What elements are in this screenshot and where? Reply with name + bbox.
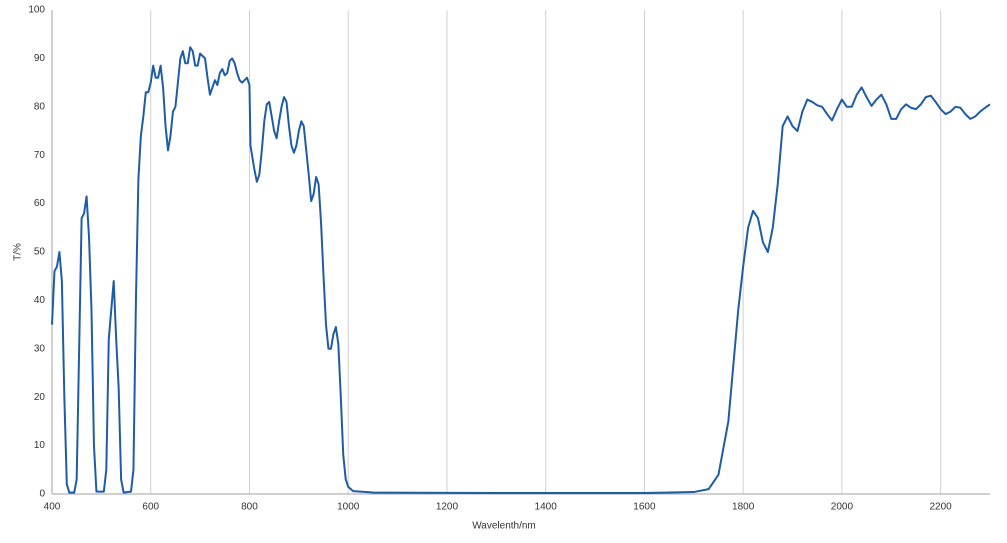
x-tick-label: 1200 [436,502,459,513]
x-tick-label: 1800 [732,502,755,513]
x-tick-label: 400 [44,502,61,513]
x-tick-label: 1600 [633,502,656,513]
x-tick-label: 1400 [535,502,558,513]
y-tick-label: 50 [34,247,46,258]
y-tick-label: 40 [34,295,46,306]
y-tick-label: 10 [34,440,46,451]
x-tick-label: 600 [142,502,159,513]
y-tick-label: 100 [28,5,45,16]
y-tick-label: 20 [34,392,46,403]
x-tick-label: 1000 [337,502,360,513]
y-tick-label: 60 [34,198,46,209]
y-tick-label: 80 [34,101,46,112]
x-tick-label: 2000 [831,502,854,513]
y-axis-label: T/% [13,243,24,261]
x-tick-label: 2200 [930,502,953,513]
y-tick-label: 70 [34,150,46,161]
y-tick-label: 0 [39,489,45,500]
x-tick-label: 800 [241,502,258,513]
y-tick-label: 30 [34,343,46,354]
data-line [51,46,991,495]
y-tick-label: 90 [34,53,46,64]
x-axis-label: Wavelenth/nm [472,521,536,532]
